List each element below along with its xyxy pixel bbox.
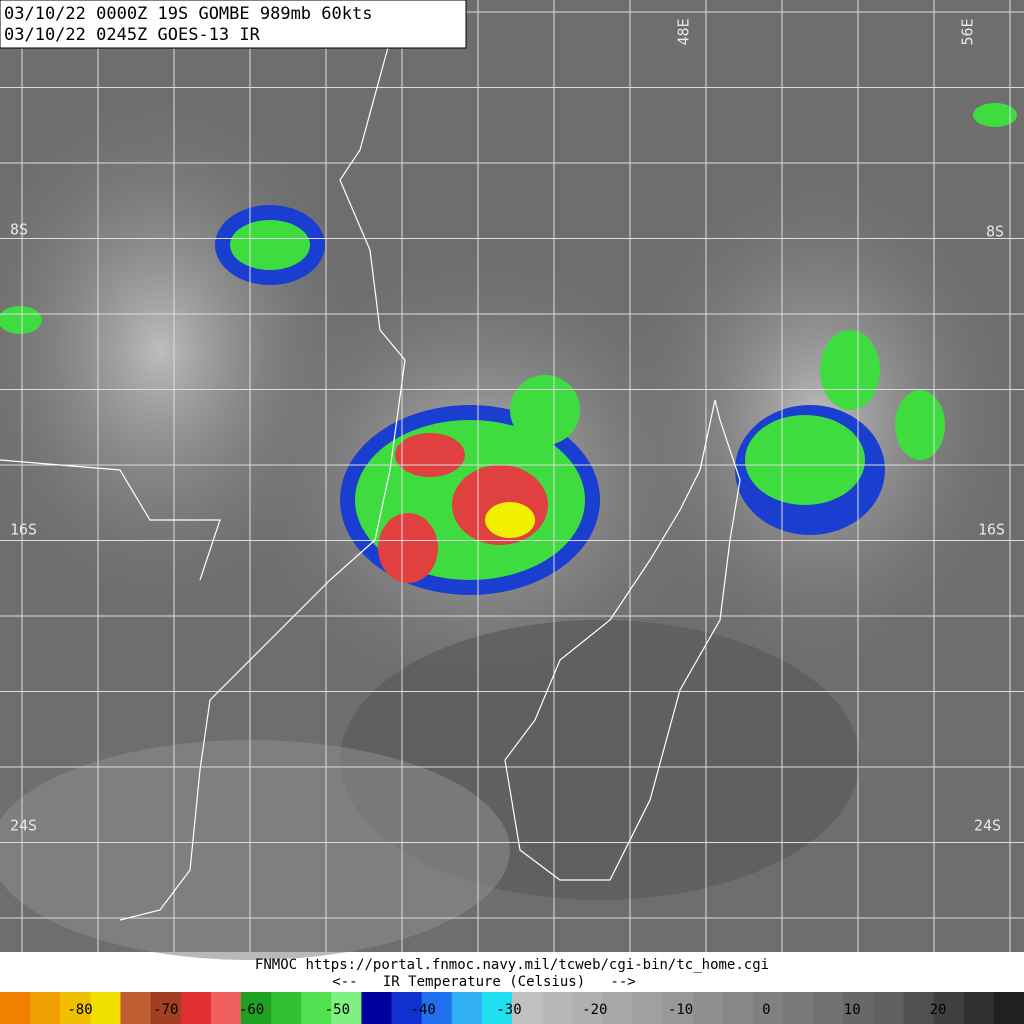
colorbar-swatch bbox=[481, 992, 513, 1024]
credit: FNMOC https://portal.fnmoc.navy.mil/tcwe… bbox=[255, 957, 769, 973]
colorbar-swatch bbox=[993, 992, 1024, 1024]
colorbar-label: -80 bbox=[67, 1002, 92, 1018]
colorbar-swatch bbox=[30, 992, 61, 1024]
colorbar-swatch bbox=[180, 992, 212, 1024]
colorbar-swatch bbox=[692, 992, 724, 1024]
colorbar-swatch bbox=[240, 992, 272, 1024]
colorbar-swatch bbox=[451, 992, 483, 1024]
colorbar-swatch bbox=[361, 992, 393, 1024]
colorbar-swatch bbox=[271, 992, 302, 1024]
colorbar-swatch bbox=[150, 992, 182, 1024]
lat-label: 24S bbox=[974, 817, 1001, 835]
colorbar-swatch bbox=[873, 992, 905, 1024]
colorbar-swatch bbox=[783, 992, 814, 1024]
colorbar-swatch bbox=[813, 992, 844, 1024]
lat-label: 24S bbox=[10, 817, 37, 835]
colorbar-label: -40 bbox=[411, 1002, 436, 1018]
colorbar-label: -50 bbox=[325, 1002, 350, 1018]
colorbar-swatch bbox=[90, 992, 121, 1024]
lat-label: 16S bbox=[10, 521, 37, 539]
colorbar: -80 -70 -60 -50 -40 -30 -20 -10 0 10 20 bbox=[0, 992, 1024, 1024]
header-box bbox=[0, 0, 467, 49]
legend-title: <-- IR Temperature (Celsius) --> bbox=[332, 974, 635, 990]
colorbar-swatch bbox=[903, 992, 935, 1024]
colorbar-label: -70 bbox=[153, 1002, 178, 1018]
colorbar-swatch bbox=[421, 992, 453, 1024]
colorbar-swatch bbox=[331, 992, 362, 1024]
colorbar-swatch bbox=[210, 992, 242, 1024]
lon-label: 48E bbox=[675, 18, 693, 45]
colorbar-swatch bbox=[391, 992, 423, 1024]
colorbar-swatch bbox=[752, 992, 784, 1024]
colorbar-label: -60 bbox=[239, 1002, 264, 1018]
colorbar-swatch bbox=[120, 992, 152, 1024]
colorbar-swatch bbox=[843, 992, 874, 1024]
colorbar-label: 20 bbox=[930, 1002, 947, 1018]
colorbar-label: 0 bbox=[762, 1002, 770, 1018]
colorbar-swatch bbox=[963, 992, 995, 1024]
colorbar-swatch bbox=[0, 992, 31, 1024]
colorbar-swatch bbox=[662, 992, 694, 1024]
lat-label: 16S bbox=[978, 521, 1005, 539]
colorbar-label: -10 bbox=[668, 1002, 693, 1018]
colorbar-label: 10 bbox=[844, 1002, 861, 1018]
lat-label: 8S bbox=[10, 221, 28, 239]
colorbar-swatch bbox=[512, 992, 543, 1024]
colorbar-swatch bbox=[602, 992, 633, 1024]
header-line: 03/10/22 0245Z GOES-13 IR bbox=[4, 25, 261, 45]
colorbar-swatch bbox=[933, 992, 965, 1024]
colorbar-swatch bbox=[632, 992, 664, 1024]
colorbar-swatch bbox=[301, 992, 332, 1024]
lon-label: 56E bbox=[959, 18, 977, 45]
colorbar-swatch bbox=[722, 992, 754, 1024]
colorbar-label: -20 bbox=[582, 1002, 607, 1018]
lat-label: 8S bbox=[986, 223, 1004, 241]
colorbar-swatch bbox=[60, 992, 91, 1024]
coastline bbox=[0, 39, 741, 921]
colorbar-label: -30 bbox=[496, 1002, 521, 1018]
header-line: 03/10/22 0000Z 19S GOMBE 989mb 60kts bbox=[4, 4, 372, 24]
colorbar-swatch bbox=[542, 992, 573, 1024]
colorbar-swatch bbox=[572, 992, 603, 1024]
